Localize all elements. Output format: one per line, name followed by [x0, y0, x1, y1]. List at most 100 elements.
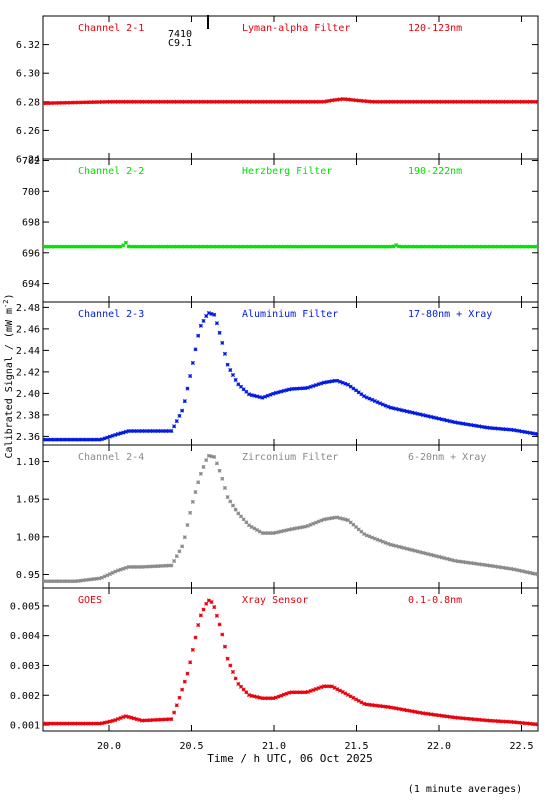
data-point — [335, 687, 340, 692]
data-point — [431, 712, 436, 717]
data-point — [161, 429, 166, 434]
data-point — [337, 97, 343, 102]
data-point — [81, 578, 86, 583]
data-point — [297, 244, 302, 249]
y-tick-label: 0.95 — [16, 570, 40, 581]
data-point — [348, 244, 353, 249]
data-point — [137, 564, 142, 569]
data-point — [78, 244, 83, 249]
data-point — [206, 598, 211, 603]
data-point — [268, 696, 273, 701]
data-point — [324, 99, 329, 104]
data-point — [479, 562, 484, 567]
data-point — [241, 99, 246, 104]
data-point — [65, 100, 70, 105]
chart-panels: 6.24 6.26 6.28 6.30 6.32 Channel 2-1 Lyman-alp… — [10, 15, 539, 732]
data-point — [372, 244, 377, 249]
data-point — [461, 421, 466, 426]
data-point — [359, 392, 364, 397]
data-point — [91, 721, 96, 726]
data-point — [182, 99, 187, 104]
data-point — [447, 99, 452, 104]
data-point — [279, 244, 284, 249]
data-point — [300, 525, 305, 530]
data-point — [506, 99, 511, 104]
panel-5: 0.001 0.002 0.003 0.004 0.005 GOES Xray Sensor… — [10, 587, 539, 732]
data-point — [447, 714, 452, 719]
data-point — [509, 566, 514, 571]
data-point — [458, 99, 463, 104]
data-point — [466, 716, 471, 721]
data-point — [225, 362, 230, 367]
data-point — [75, 721, 80, 726]
data-point — [431, 553, 436, 558]
data-point — [535, 722, 538, 727]
data-point — [495, 244, 500, 249]
data-point — [252, 99, 257, 104]
data-point — [134, 99, 139, 104]
data-point — [511, 720, 516, 725]
data-point — [509, 244, 514, 249]
band-label: 120-123nm — [408, 23, 462, 34]
data-point — [498, 565, 503, 570]
data-point — [230, 669, 235, 674]
data-point — [337, 516, 343, 521]
data-point — [271, 391, 276, 396]
data-point — [383, 99, 388, 104]
data-point — [273, 695, 278, 700]
data-point — [83, 244, 88, 249]
data-point — [535, 432, 538, 437]
data-point — [121, 430, 126, 435]
data-point — [391, 99, 396, 104]
data-point — [525, 570, 530, 575]
data-point — [228, 499, 233, 504]
data-point — [217, 622, 222, 627]
data-point — [190, 647, 195, 652]
data-point — [519, 244, 524, 249]
data-point — [386, 541, 391, 546]
data-point — [503, 566, 508, 571]
data-point — [316, 686, 321, 691]
filter-label: Xray Sensor — [242, 595, 308, 606]
data-point — [362, 394, 367, 399]
data-point — [493, 426, 498, 431]
data-point — [289, 99, 294, 104]
data-point — [105, 435, 110, 440]
data-point — [153, 429, 158, 434]
data-point — [329, 244, 334, 249]
data-point — [102, 99, 107, 104]
data-point — [445, 556, 450, 561]
data-point — [519, 99, 524, 104]
data-point — [485, 718, 490, 723]
data-point — [131, 564, 136, 569]
data-point — [455, 244, 460, 249]
data-point — [295, 526, 300, 531]
data-point — [204, 99, 209, 104]
data-point — [399, 408, 404, 413]
data-point — [447, 244, 452, 249]
data-point — [271, 99, 276, 104]
y-tick-label: 6.28 — [16, 97, 40, 108]
data-point — [356, 244, 361, 249]
data-point — [81, 244, 86, 249]
data-point — [43, 579, 48, 584]
data-point — [86, 437, 91, 442]
data-point — [289, 386, 294, 392]
data-point — [244, 690, 249, 695]
data-point — [394, 406, 399, 411]
data-point — [113, 99, 118, 104]
data-point — [91, 437, 96, 442]
data-point — [201, 318, 206, 323]
data-point — [503, 99, 508, 104]
data-point — [150, 429, 155, 434]
data-point — [284, 99, 289, 104]
data-point — [287, 527, 292, 532]
data-point — [509, 99, 514, 104]
data-point — [386, 99, 391, 104]
data-point — [182, 679, 187, 684]
data-point — [466, 422, 471, 427]
data-point — [533, 244, 538, 249]
data-point — [418, 412, 423, 417]
data-point — [394, 544, 399, 549]
data-point — [185, 386, 190, 391]
